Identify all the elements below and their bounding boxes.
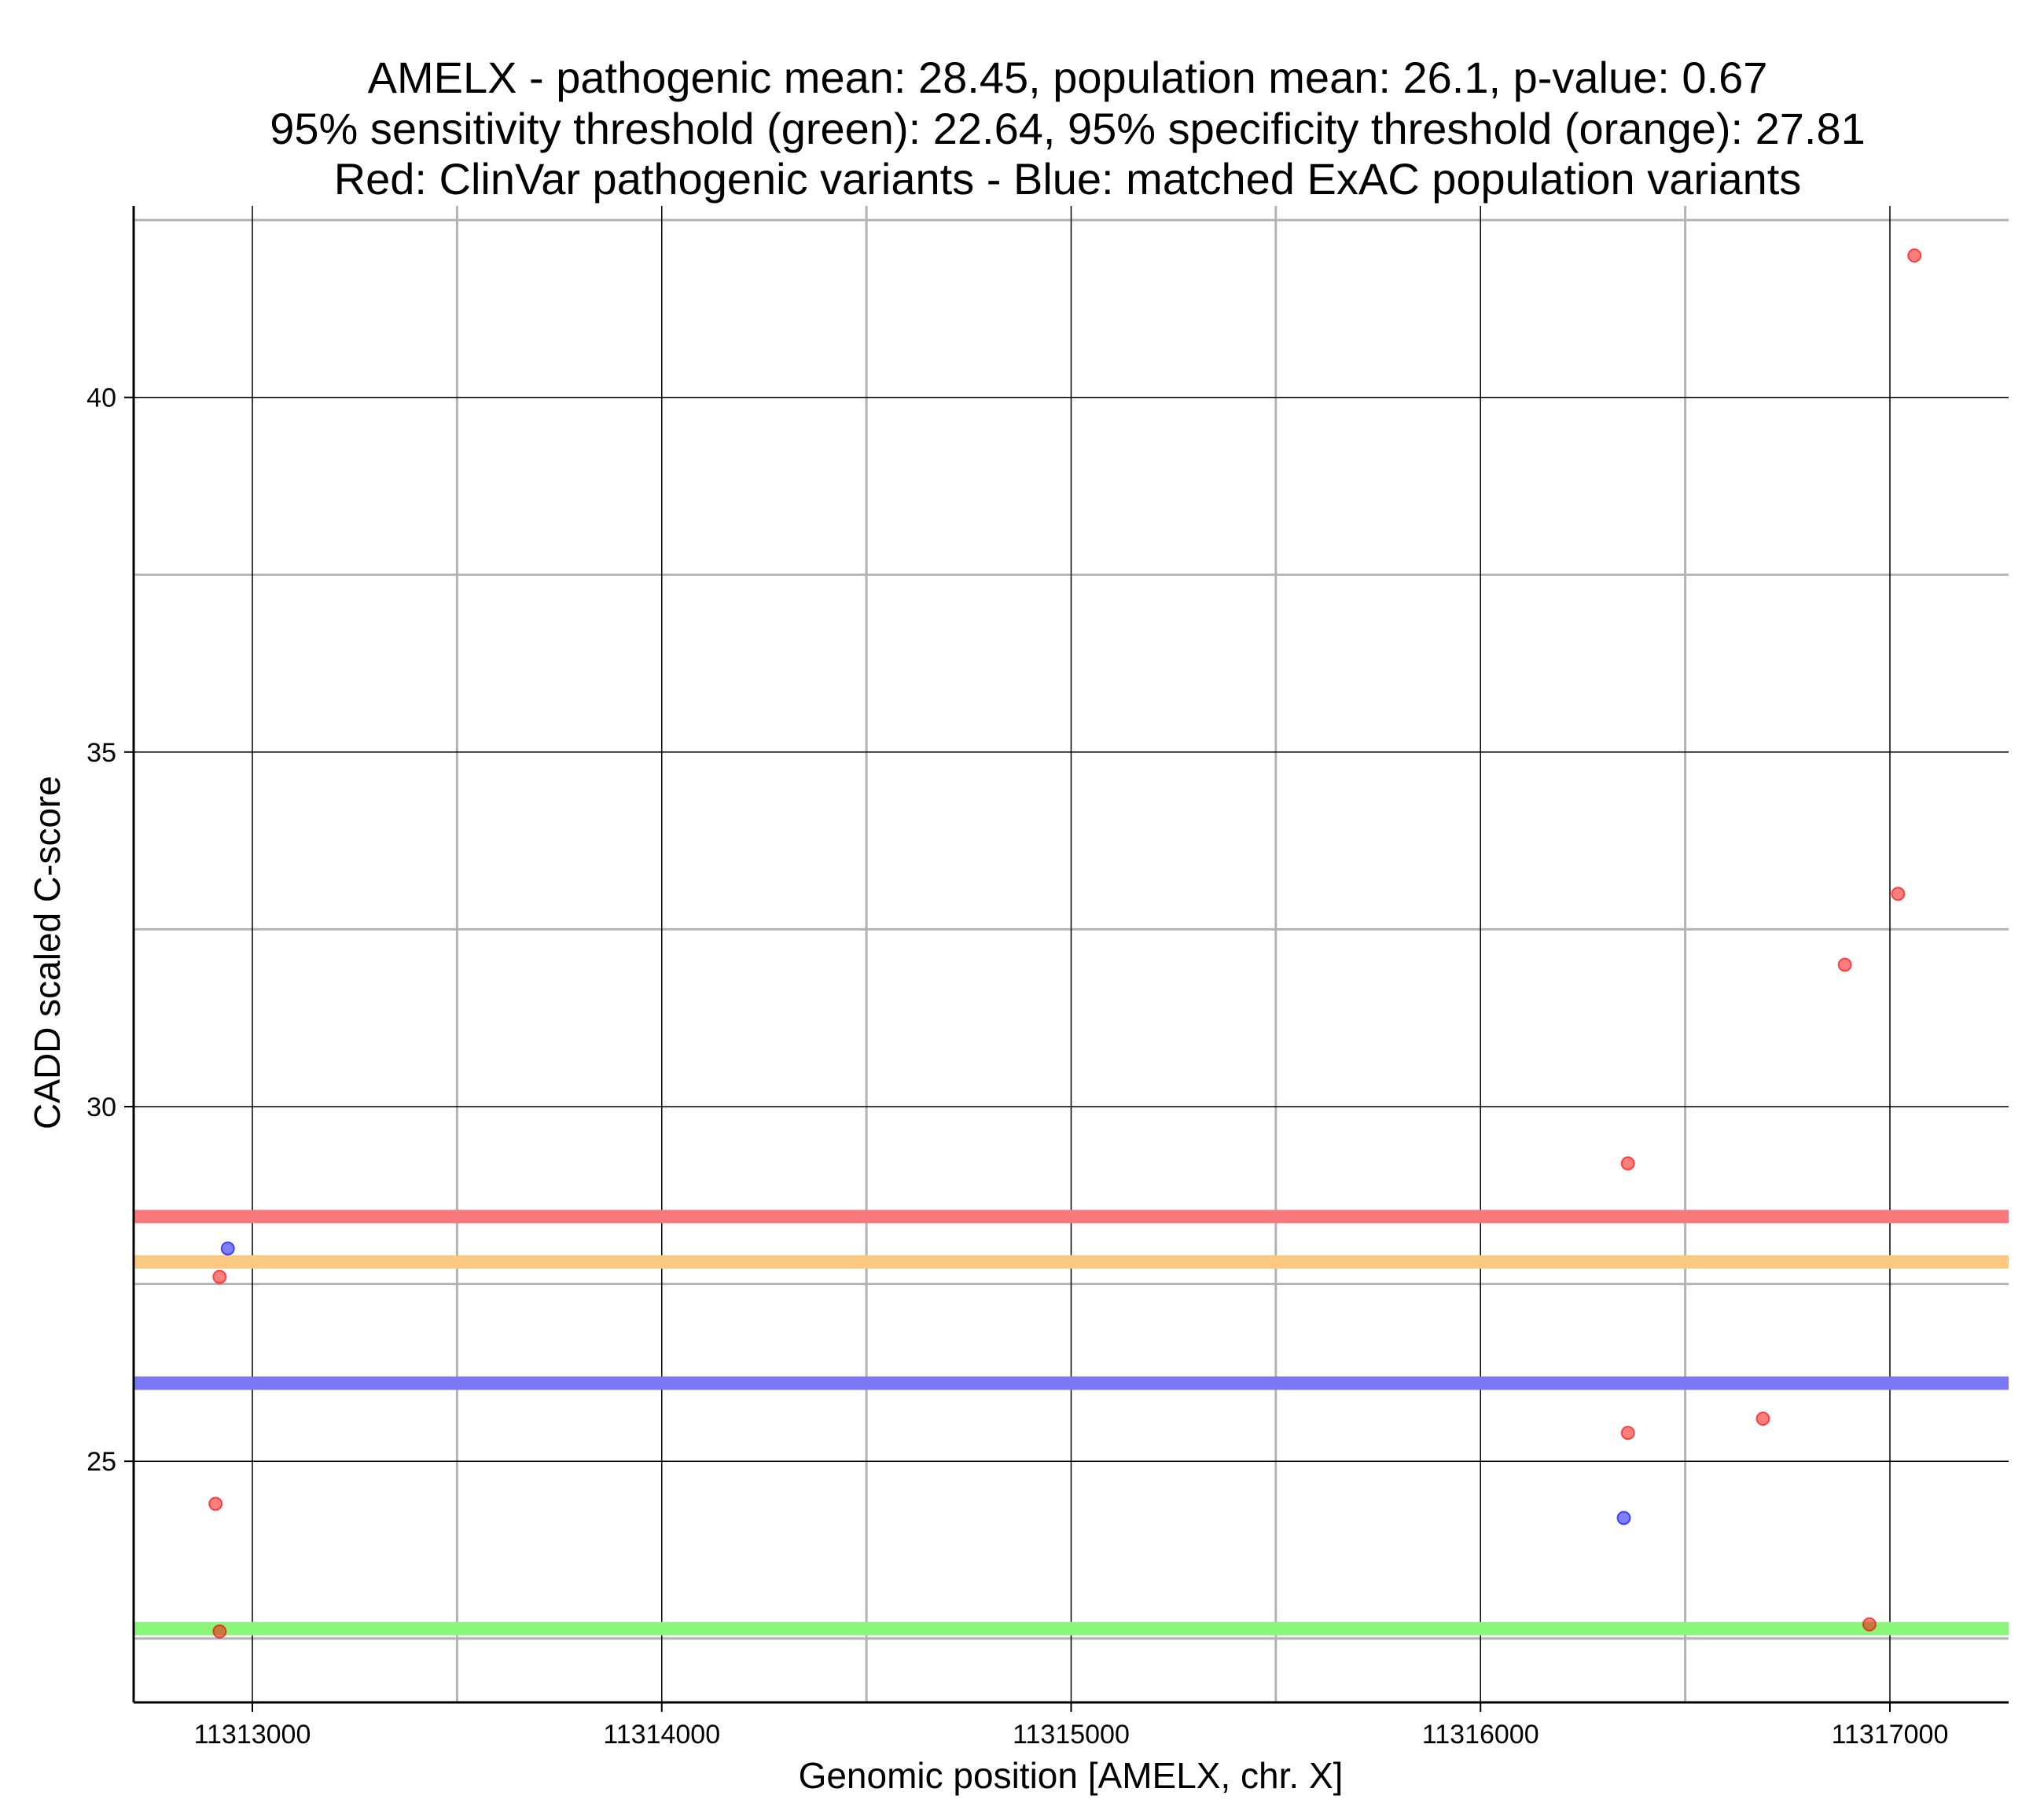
data-point	[1616, 1511, 1631, 1526]
x-tick-label: 11314000	[603, 1720, 720, 1750]
data-point	[220, 1241, 235, 1256]
data-point	[1755, 1412, 1770, 1427]
data-points	[208, 248, 1922, 1639]
data-point	[1837, 957, 1852, 972]
y-axis-label: CADD scaled C-score	[27, 776, 68, 1129]
data-point	[212, 1269, 227, 1284]
x-tick-label: 11316000	[1422, 1720, 1539, 1750]
y-tick-label: 25	[86, 1447, 116, 1477]
x-tick-label: 11315000	[1013, 1720, 1130, 1750]
grid	[134, 206, 2009, 1702]
data-point	[1862, 1617, 1877, 1632]
x-tick-label: 11317000	[1832, 1720, 1949, 1750]
y-tick-label: 40	[86, 384, 116, 413]
chart-title: AMELX - pathogenic mean: 28.45, populati…	[270, 53, 1866, 204]
data-point	[1907, 248, 1922, 263]
x-axis-label: Genomic position [AMELX, chr. X]	[799, 1755, 1344, 1796]
data-point	[1620, 1426, 1635, 1441]
title-line-1: AMELX - pathogenic mean: 28.45, populati…	[368, 53, 1768, 102]
data-point	[208, 1496, 223, 1511]
title-line-3: Red: ClinVar pathogenic variants - Blue:…	[334, 154, 1802, 204]
data-point	[1620, 1156, 1635, 1171]
tick-labels: 11313000 11314000 11315000 11316000 11317000…	[86, 384, 1948, 1750]
x-tick-label: 11313000	[194, 1720, 311, 1750]
data-point	[1891, 887, 1906, 901]
y-tick-label: 35	[86, 738, 116, 768]
threshold-lines	[134, 1210, 2009, 1636]
title-line-2: 95% sensitivity threshold (green): 22.64…	[270, 104, 1866, 153]
y-tick-label: 30	[86, 1092, 116, 1122]
data-point	[212, 1624, 227, 1639]
